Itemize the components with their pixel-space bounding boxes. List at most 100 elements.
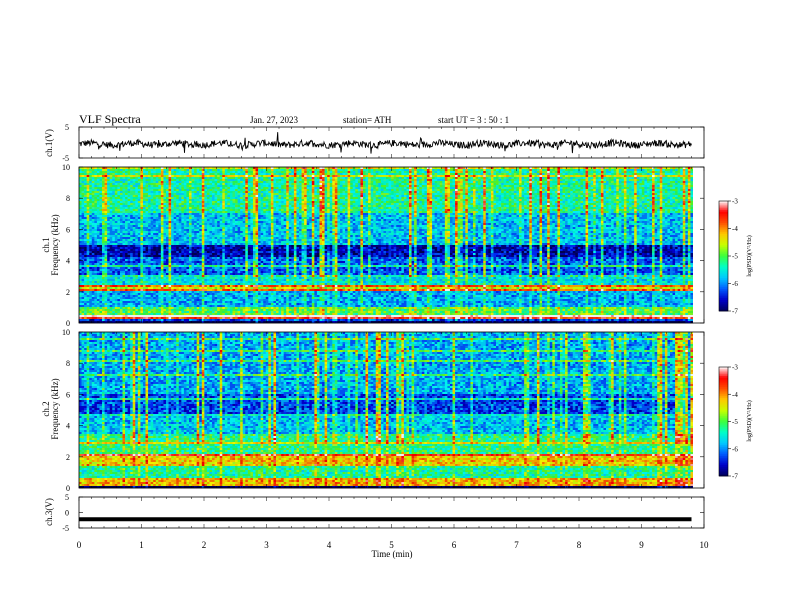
ch1-spectrogram-cell bbox=[437, 175, 440, 177]
ch1-spectrogram-cell bbox=[276, 203, 279, 205]
ch1-spectrogram-cell bbox=[396, 171, 399, 173]
ch1-spectrogram-cell bbox=[133, 195, 136, 197]
ch1-spectrogram-cell bbox=[358, 207, 361, 209]
ch1-spectrogram-cell bbox=[593, 193, 596, 195]
ch1-spectrogram-cell bbox=[345, 199, 348, 201]
ch1-spectrogram-cell bbox=[583, 197, 586, 199]
ch1-spectrogram-cell bbox=[616, 169, 619, 171]
ch1-spectrogram-cell bbox=[343, 191, 346, 193]
ch1-spectrogram-cell bbox=[319, 199, 322, 201]
ch1-spectrogram-cell bbox=[624, 185, 627, 187]
ch1-spectrogram-cell bbox=[250, 173, 253, 175]
ch1-spectrogram-cell bbox=[550, 171, 553, 173]
ch1-spectrogram-cell bbox=[606, 205, 609, 207]
ch1-spectrogram-cell bbox=[240, 179, 243, 181]
ch1-spectrogram-cell bbox=[381, 171, 384, 173]
ch1-spectrogram-cell bbox=[120, 199, 123, 201]
ch1-spectrogram-cell bbox=[596, 203, 599, 205]
ch1-spectrogram-cell bbox=[340, 205, 343, 207]
ch1-spectrogram-cell bbox=[312, 203, 315, 205]
ch1-spectrogram-cell bbox=[363, 171, 366, 173]
ch1-spectrogram-cell bbox=[447, 181, 450, 183]
ch1-spectrogram-cell bbox=[478, 183, 481, 185]
ch1-spectrogram-cell bbox=[360, 177, 363, 179]
ch1-spectrogram-cell bbox=[192, 191, 195, 193]
ch1-spectrogram-cell bbox=[140, 201, 143, 203]
ch1-spectrogram-cell bbox=[588, 209, 593, 211]
ch1-spectrogram-cell bbox=[424, 169, 427, 171]
ch1-spectrogram-cell bbox=[371, 191, 374, 193]
ch1-spectrogram-cell bbox=[655, 209, 658, 211]
ch1-spectrogram-cell bbox=[527, 169, 530, 171]
ch1-spectrogram-cell bbox=[348, 177, 351, 179]
ch1-spectrogram-cell bbox=[194, 183, 197, 185]
ch1-spectrogram-cell bbox=[468, 193, 471, 195]
ch1-spectrogram-cell bbox=[540, 201, 543, 203]
ch1-spectrogram-cell bbox=[243, 171, 246, 173]
ch1-spectrogram-cell bbox=[524, 171, 527, 173]
ch1-spectrogram-cell bbox=[79, 211, 82, 213]
ch1-spectrogram-cell bbox=[253, 169, 256, 171]
ch1-spectrogram-cell bbox=[432, 195, 435, 197]
ch1-spectrogram-cell bbox=[445, 207, 450, 209]
ch1-spectrogram-cell bbox=[153, 185, 156, 187]
ch1-spectrogram-cell bbox=[174, 185, 177, 187]
ch1-spectrogram-cell bbox=[238, 209, 241, 211]
ch1-spectrogram-cell bbox=[345, 185, 348, 187]
ch1-spectrogram-cell bbox=[296, 199, 299, 201]
ch1-spectrogram-cell bbox=[105, 185, 108, 187]
ch1-spectrogram-cell bbox=[644, 189, 647, 191]
ch1-spectrogram-cell bbox=[445, 181, 448, 183]
ch1-spectrogram-cell bbox=[478, 203, 481, 205]
ch1-spectrogram-cell bbox=[327, 179, 330, 181]
ch1-spectrogram-cell bbox=[166, 199, 169, 201]
ch1-spectrogram-cell bbox=[330, 195, 333, 197]
ch1-spectrogram-cell bbox=[212, 187, 215, 189]
ch1-spectrogram-cell bbox=[102, 181, 105, 183]
ch1-spectrogram-cell bbox=[529, 201, 532, 203]
ch1-spectrogram-cell bbox=[511, 197, 514, 199]
ch1-spectrogram-cell bbox=[596, 181, 599, 183]
ch1-spectrogram-cell bbox=[197, 169, 200, 171]
ch1-spectrogram-cell bbox=[493, 183, 496, 185]
ch1-spectrogram-cell bbox=[389, 195, 392, 197]
ch1-spectrogram-cell bbox=[89, 183, 92, 185]
ch1-spectrogram-cell bbox=[690, 173, 693, 175]
ch1-spectrogram-cell bbox=[194, 193, 199, 195]
ch1-spectrogram-cell bbox=[601, 203, 604, 205]
ch1-spectrogram-cell bbox=[570, 207, 573, 209]
ch1-spectrogram-cell bbox=[312, 177, 315, 179]
ch1-spectrogram-cell bbox=[563, 205, 566, 207]
ch1-spectrogram-cell bbox=[552, 181, 557, 183]
ch1-spectrogram-cell bbox=[537, 205, 540, 207]
ch1-spectrogram-cell bbox=[476, 205, 479, 207]
ch1-spectrogram-cell bbox=[688, 199, 691, 201]
ch1-spectrogram-cell bbox=[555, 173, 558, 175]
ch1-spectrogram-cell bbox=[115, 197, 120, 199]
ch1-spectrogram-cell bbox=[614, 181, 617, 183]
ch1-spectrogram-cell bbox=[302, 191, 305, 193]
ch1-spectrogram-cell bbox=[161, 171, 164, 173]
ch1-spectrogram-cell bbox=[542, 207, 545, 209]
ch1-spectrogram-cell bbox=[353, 169, 356, 171]
ch1-spectrogram-cell bbox=[550, 181, 553, 183]
ch1-spectrogram-cell bbox=[299, 205, 302, 207]
ch1-spectrogram-cell bbox=[547, 205, 550, 207]
ch1-spectrogram-cell bbox=[340, 185, 343, 187]
ch1-spectrogram-cell bbox=[552, 209, 555, 211]
ch1-spectrogram-cell bbox=[171, 185, 174, 187]
ch1-spectrogram-cell bbox=[332, 193, 335, 195]
ch1-spectrogram-cell bbox=[230, 171, 233, 173]
ch1-spectrogram-cell bbox=[312, 209, 315, 211]
ch1-spectrogram-cell bbox=[225, 207, 230, 209]
ch1-spectrogram-cell bbox=[378, 195, 381, 197]
ch1-spectrogram-cell bbox=[552, 169, 555, 171]
ch1-spectrogram-cell bbox=[317, 191, 320, 193]
ch1-spectrogram-cell bbox=[319, 197, 322, 199]
ch1-spectrogram-cell bbox=[215, 173, 218, 175]
ch1-spectrogram-cell bbox=[557, 209, 560, 211]
ch1-spectrogram-cell bbox=[314, 171, 317, 173]
ch1-spectrogram-cell bbox=[650, 197, 653, 199]
ch1-spectrogram-cell bbox=[235, 201, 238, 203]
ch1-spectrogram-cell bbox=[79, 177, 82, 179]
